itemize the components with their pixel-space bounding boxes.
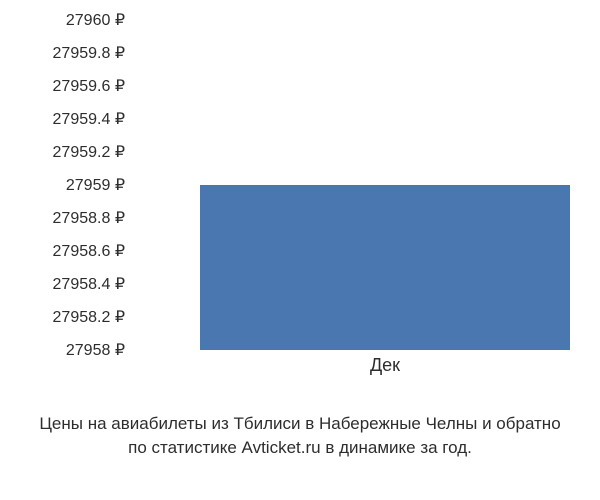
x-tick-label: Дек bbox=[370, 355, 400, 376]
y-tick-label: 27959.6 ₽ bbox=[53, 76, 125, 96]
y-tick-label: 27958 ₽ bbox=[66, 340, 125, 360]
caption-line-1: Цены на авиабилеты из Тбилиси в Набережн… bbox=[0, 412, 600, 436]
bar bbox=[200, 185, 570, 350]
chart-caption: Цены на авиабилеты из Тбилиси в Набережн… bbox=[0, 412, 600, 460]
y-tick-label: 27959.4 ₽ bbox=[53, 109, 125, 129]
plot-area bbox=[135, 20, 575, 350]
y-tick-label: 27958.6 ₽ bbox=[53, 241, 125, 261]
y-axis: 27960 ₽27959.8 ₽27959.6 ₽27959.4 ₽27959.… bbox=[0, 20, 130, 350]
y-tick-label: 27959.2 ₽ bbox=[53, 142, 125, 162]
y-tick-label: 27959.8 ₽ bbox=[53, 43, 125, 63]
caption-line-2: по статистике Avticket.ru в динамике за … bbox=[0, 436, 600, 460]
y-tick-label: 27960 ₽ bbox=[66, 10, 125, 30]
y-tick-label: 27958.4 ₽ bbox=[53, 274, 125, 294]
y-tick-label: 27958.8 ₽ bbox=[53, 208, 125, 228]
y-tick-label: 27958.2 ₽ bbox=[53, 307, 125, 327]
y-tick-label: 27959 ₽ bbox=[66, 175, 125, 195]
x-axis: Дек bbox=[135, 355, 575, 385]
price-chart: 27960 ₽27959.8 ₽27959.6 ₽27959.4 ₽27959.… bbox=[0, 20, 600, 370]
